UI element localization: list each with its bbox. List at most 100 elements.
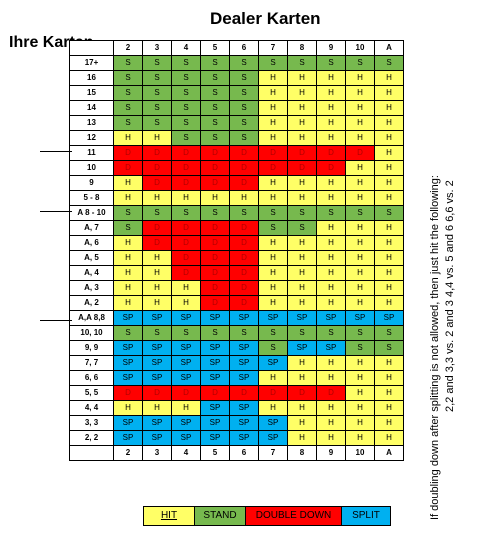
action-cell: H <box>287 85 317 101</box>
action-cell: H <box>287 265 317 281</box>
action-cell: S <box>287 205 317 221</box>
dealer-card-header: 3 <box>142 445 172 461</box>
dealer-card-header: 7 <box>258 40 288 56</box>
action-cell: S <box>374 325 404 341</box>
dealer-card-header: A <box>374 445 404 461</box>
action-cell: H <box>113 235 143 251</box>
action-cell: H <box>287 415 317 431</box>
action-cell: D <box>229 235 259 251</box>
action-cell: H <box>345 265 375 281</box>
action-cell: S <box>258 55 288 71</box>
action-cell: S <box>142 100 172 116</box>
side-note-line-1: If doubling down after splitting is not … <box>429 175 441 520</box>
action-cell: H <box>374 295 404 311</box>
action-cell: H <box>374 370 404 386</box>
action-cell: H <box>287 250 317 266</box>
action-cell: H <box>374 385 404 401</box>
action-cell: D <box>229 220 259 236</box>
action-cell: SP <box>171 430 201 446</box>
action-cell: S <box>142 85 172 101</box>
action-cell: SP <box>374 310 404 326</box>
legend-hit: HIT <box>144 507 195 525</box>
action-cell: S <box>200 55 230 71</box>
hand-row: 13 S S S S S H H H H H <box>69 115 404 131</box>
action-cell: D <box>142 175 172 191</box>
action-cell: D <box>113 145 143 161</box>
action-cell: S <box>229 115 259 131</box>
hand-label: 5 - 8 <box>69 190 114 206</box>
action-cell: H <box>316 250 346 266</box>
action-cell: S <box>345 55 375 71</box>
action-cell: H <box>316 415 346 431</box>
action-cell: S <box>200 115 230 131</box>
action-cell: H <box>345 280 375 296</box>
action-cell: H <box>374 85 404 101</box>
action-cell: SP <box>171 415 201 431</box>
action-cell: S <box>142 70 172 86</box>
action-cell: H <box>345 160 375 176</box>
action-cell: H <box>171 400 201 416</box>
action-cell: H <box>113 280 143 296</box>
action-cell: S <box>229 55 259 71</box>
action-cell: S <box>171 55 201 71</box>
hand-label: A,A 8,8 <box>69 310 114 326</box>
dealer-card-header: 9 <box>316 40 346 56</box>
action-cell: H <box>113 250 143 266</box>
action-cell: SP <box>142 415 172 431</box>
legend-split-label: SPLIT <box>352 510 380 521</box>
action-cell: H <box>200 190 230 206</box>
action-cell: S <box>258 340 288 356</box>
action-cell: H <box>316 130 346 146</box>
action-cell: D <box>229 295 259 311</box>
action-cell: S <box>316 325 346 341</box>
action-cell: S <box>345 205 375 221</box>
action-cell: D <box>229 160 259 176</box>
action-cell: H <box>287 280 317 296</box>
action-cell: SP <box>229 340 259 356</box>
legend-double-down: DOUBLE DOWN <box>246 507 342 525</box>
action-cell: H <box>287 235 317 251</box>
action-cell: D <box>200 220 230 236</box>
hand-row: A 8 - 10 S S S S S S S S S S <box>69 205 404 221</box>
action-cell: H <box>345 250 375 266</box>
action-cell: D <box>229 385 259 401</box>
action-cell: D <box>142 160 172 176</box>
hand-label: 17+ <box>69 55 114 71</box>
action-cell: H <box>258 175 288 191</box>
action-cell: SP <box>200 340 230 356</box>
dealer-card-header: 8 <box>287 445 317 461</box>
action-cell: SP <box>345 310 375 326</box>
hand-row: 17+ S S S S S S S S S S <box>69 55 404 71</box>
action-cell: H <box>374 280 404 296</box>
action-cell: S <box>113 70 143 86</box>
action-cell: SP <box>113 355 143 371</box>
action-cell: H <box>374 190 404 206</box>
action-cell: H <box>316 175 346 191</box>
legend-stand-label: STAND <box>203 510 237 521</box>
action-cell: D <box>171 250 201 266</box>
action-cell: H <box>316 265 346 281</box>
action-cell: SP <box>113 310 143 326</box>
action-cell: SP <box>142 430 172 446</box>
action-cell: SP <box>113 415 143 431</box>
action-cell: D <box>200 385 230 401</box>
action-cell: H <box>374 235 404 251</box>
hand-label: A 8 - 10 <box>69 205 114 221</box>
section-divider <box>40 320 72 321</box>
action-cell: D <box>200 235 230 251</box>
action-cell: H <box>345 415 375 431</box>
action-cell: D <box>113 385 143 401</box>
action-cell: SP <box>171 370 201 386</box>
action-cell: H <box>374 175 404 191</box>
action-cell: H <box>316 370 346 386</box>
hand-row: 10, 10 S S S S S S S S S S <box>69 325 404 341</box>
action-cell: SP <box>171 340 201 356</box>
action-cell: S <box>113 325 143 341</box>
action-cell: S <box>316 55 346 71</box>
action-cell: H <box>171 280 201 296</box>
section-divider <box>40 211 72 212</box>
action-cell: SP <box>200 415 230 431</box>
action-cell: H <box>142 400 172 416</box>
hand-label: 7, 7 <box>69 355 114 371</box>
